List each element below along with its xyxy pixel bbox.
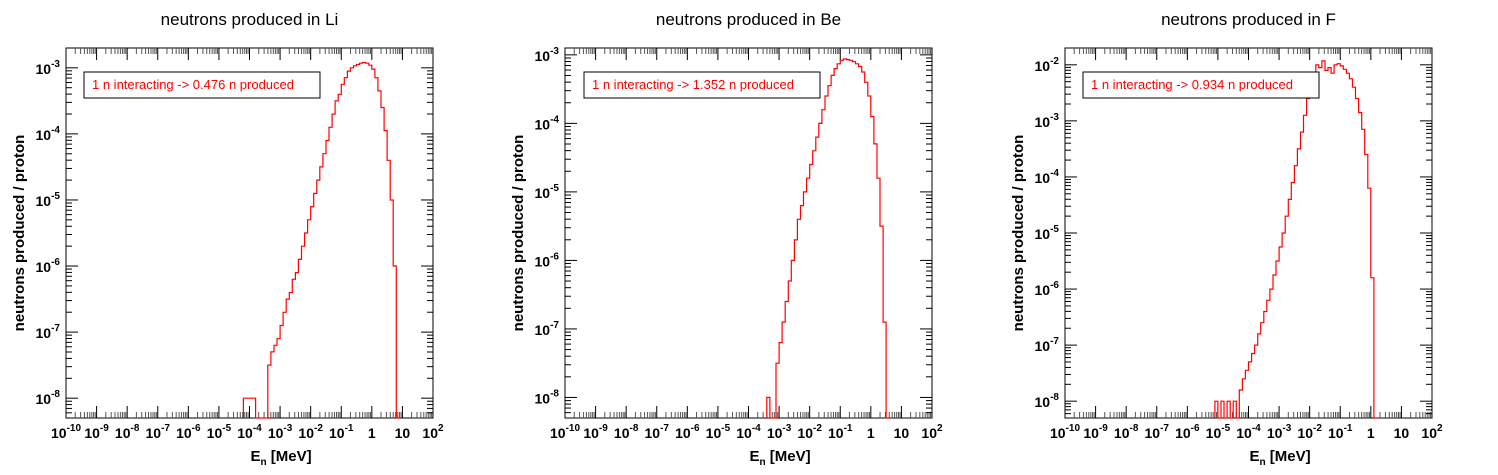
y-tick-label: 10-6	[535, 251, 560, 269]
panel-li: neutrons produced in Li 10-10 10-9 10-8 10-7…	[11, 10, 444, 468]
x-tick-label: 10-5	[207, 423, 232, 441]
x-tick-label: 10-5	[1206, 423, 1231, 441]
x-tick-label: 10-10	[550, 423, 580, 441]
x-tick-label: 10-6	[675, 423, 700, 441]
x-tick-label: 10-8	[614, 423, 639, 441]
x-tick-label: 10-3	[268, 423, 293, 441]
x-tick-label: 10-4	[736, 423, 761, 441]
plot-frame	[65, 47, 434, 419]
x-tick-label: 1	[1367, 425, 1375, 441]
y-axis-title: neutrons produced / proton	[1010, 135, 1027, 332]
x-tick-label: 102	[422, 423, 444, 441]
x-tick-label: 10-6	[176, 423, 201, 441]
x-tick-label: 10-4	[237, 423, 262, 441]
x-tick-label: 10-1	[329, 423, 354, 441]
y-tick-label: 10-6	[36, 257, 61, 275]
y-axis-title: neutrons produced / proton	[510, 135, 527, 332]
x-tick-label: 10-10	[1050, 423, 1080, 441]
x-tick-label: 10-7	[146, 423, 171, 441]
x-tick-label: 10-7	[1145, 423, 1170, 441]
chart-title: neutrons produced in Li	[161, 10, 339, 29]
x-tick-label: 10-10	[51, 423, 81, 441]
x-tick-label: 10-1	[1328, 423, 1353, 441]
y-axis-title: neutrons produced / proton	[11, 135, 28, 332]
y-tick-label: 10-6	[1035, 280, 1060, 298]
x-axis-title: En [MeV]	[250, 448, 311, 468]
annotation-box	[583, 71, 821, 99]
x-tick-label: 10-2	[298, 423, 323, 441]
x-axis-title: En [MeV]	[1249, 448, 1310, 468]
y-tick-label: 10-3	[535, 46, 560, 64]
y-tick-label: 10-5	[535, 183, 560, 201]
x-tick-label: 10-9	[583, 423, 608, 441]
y-tick-label: 10-2	[1035, 56, 1060, 74]
histogram-line	[1214, 60, 1377, 419]
x-tick-label: 10-9	[1083, 423, 1108, 441]
y-tick-label: 10-4	[535, 114, 560, 132]
annotation-text: 1 n interacting -> 0.476 n produced	[92, 77, 294, 92]
plot-frame	[564, 47, 933, 419]
x-tick-label: 10-2	[1297, 423, 1322, 441]
x-tick-label: 10-3	[767, 423, 792, 441]
histogram-line	[766, 58, 890, 419]
y-tick-label: 10-8	[36, 389, 61, 407]
panel-be: neutrons produced in Be 10-10 10-9 10-8 10-7…	[510, 10, 943, 468]
x-tick-label: 10	[395, 425, 411, 441]
x-tick-label: 10	[1394, 425, 1410, 441]
x-tick-label: 10-8	[1114, 423, 1139, 441]
x-tick-label: 10-6	[1175, 423, 1200, 441]
y-tick-label: 10-7	[36, 323, 61, 341]
annotation-box	[1082, 71, 1320, 99]
histogram-line	[242, 61, 400, 419]
x-tick-label: 10-7	[645, 423, 670, 441]
y-tick-label: 10-7	[1035, 336, 1060, 354]
chart-title: neutrons produced in Be	[656, 10, 841, 29]
annotation-text: 1 n interacting -> 1.352 n produced	[592, 77, 794, 92]
x-tick-label: 1	[867, 425, 875, 441]
annotation-box	[83, 71, 321, 99]
y-tick-label: 10-4	[1035, 168, 1060, 186]
x-tick-label: 10-2	[797, 423, 822, 441]
x-tick-label: 10-4	[1236, 423, 1261, 441]
y-tick-label: 10-4	[36, 125, 61, 143]
x-tick-label: 10-1	[828, 423, 853, 441]
y-tick-label: 10-8	[535, 388, 560, 406]
y-tick-label: 10-3	[1035, 112, 1060, 130]
chart-title: neutrons produced in F	[1161, 10, 1336, 29]
x-tick-label: 10	[894, 425, 910, 441]
panel-f: neutrons produced in F 10-10 10-9 10-8 10-7 1…	[1010, 10, 1443, 468]
x-tick-label: 10-3	[1267, 423, 1292, 441]
annotation-text: 1 n interacting -> 0.934 n produced	[1091, 77, 1293, 92]
x-tick-label: 102	[921, 423, 943, 441]
x-tick-label: 10-8	[115, 423, 140, 441]
y-tick-label: 10-3	[36, 59, 61, 77]
y-tick-label: 10-5	[36, 191, 61, 209]
y-tick-label: 10-7	[535, 320, 560, 338]
x-tick-label: 102	[1421, 423, 1443, 441]
y-tick-label: 10-8	[1035, 392, 1060, 410]
x-tick-label: 10-9	[84, 423, 109, 441]
y-tick-label: 10-5	[1035, 224, 1060, 242]
x-tick-label: 10-5	[706, 423, 731, 441]
x-tick-label: 1	[368, 425, 376, 441]
x-axis-title: En [MeV]	[749, 448, 810, 468]
